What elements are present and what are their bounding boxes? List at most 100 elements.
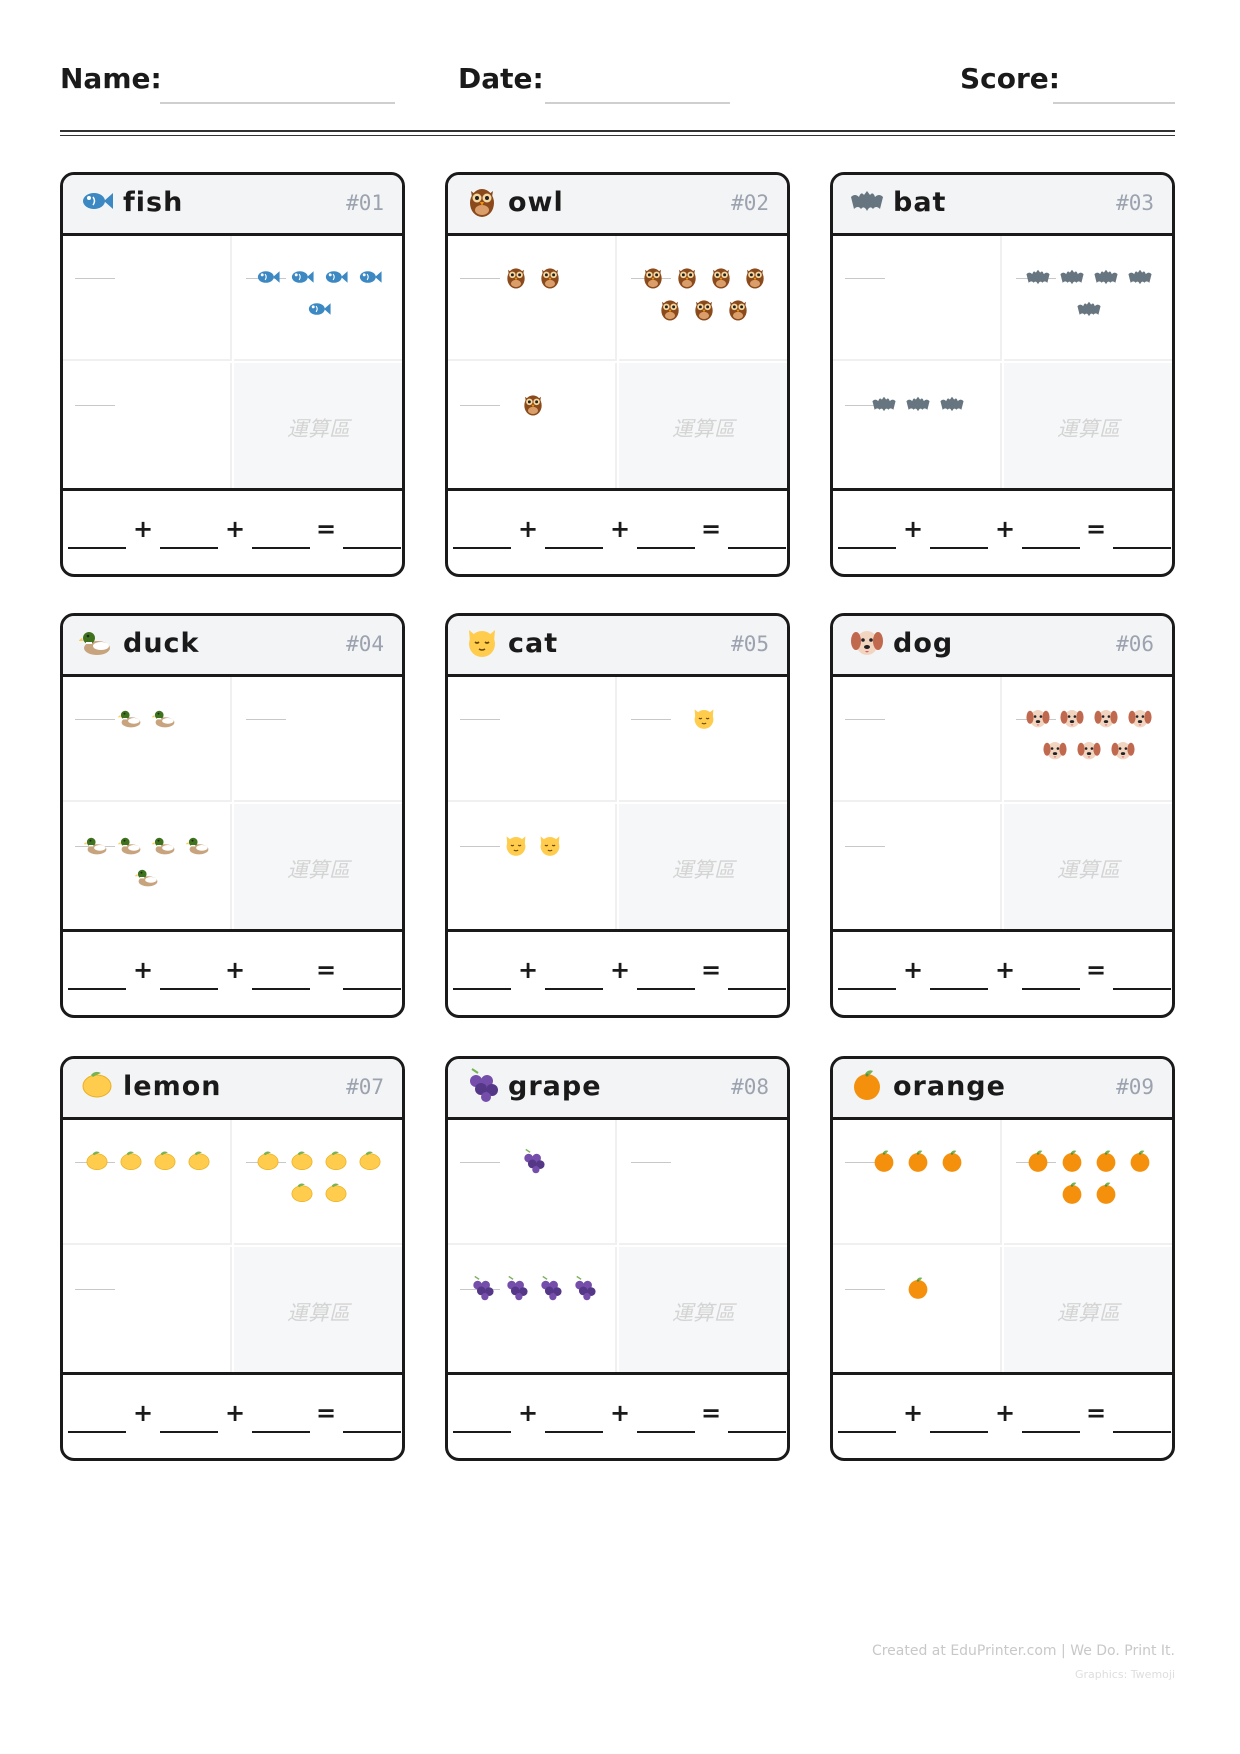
answer-blank-3[interactable] — [1022, 547, 1080, 549]
count-cell — [1004, 677, 1172, 802]
card-title: duck — [123, 628, 200, 659]
icon-group — [73, 1148, 223, 1174]
answer-blank-2[interactable] — [930, 988, 988, 990]
answer-blank-3[interactable] — [252, 988, 310, 990]
card-number: #06 — [1116, 632, 1154, 656]
answer-blank-1[interactable] — [68, 547, 126, 549]
orange-icon — [908, 1150, 928, 1172]
answer-blank-2[interactable] — [545, 547, 603, 549]
card-header: cat #05 — [448, 616, 787, 677]
grape-icon — [575, 1275, 596, 1301]
equals-sign: = — [701, 1399, 722, 1427]
calculation-area[interactable]: 運算區 — [1004, 363, 1172, 488]
duck-icon — [186, 837, 209, 855]
calculation-area[interactable]: 運算區 — [234, 1247, 402, 1372]
card-header: grape #08 — [448, 1059, 787, 1120]
header-divider — [60, 130, 1175, 132]
answer-blank-1[interactable] — [453, 547, 511, 549]
icon-group — [73, 705, 223, 731]
problem-card: lemon #07 運算區 + + = — [60, 1056, 405, 1461]
problem-card: orange #09 運算區 + + = — [830, 1056, 1175, 1461]
answer-blank-2[interactable] — [160, 547, 218, 549]
count-blank — [845, 846, 885, 847]
card-header: bat #03 — [833, 175, 1172, 236]
bat-icon — [851, 191, 883, 211]
answer-blank-total[interactable] — [1113, 988, 1171, 990]
plus-sign: + — [518, 956, 539, 984]
calculation-area[interactable]: 運算區 — [1004, 1247, 1172, 1372]
calc-label: 運算區 — [1057, 417, 1120, 441]
answer-blank-2[interactable] — [930, 547, 988, 549]
answer-blank-3[interactable] — [252, 547, 310, 549]
calculation-area[interactable]: 運算區 — [619, 363, 787, 488]
answer-blank-1[interactable] — [453, 1431, 511, 1433]
count-cell — [63, 236, 232, 361]
count-cell — [619, 1120, 787, 1245]
calculation-area[interactable]: 運算區 — [1004, 804, 1172, 929]
equation-row: + + = — [833, 1375, 1172, 1455]
owl-icon — [712, 268, 730, 289]
count-blank — [460, 278, 500, 279]
grape-icon — [541, 1275, 562, 1301]
bat-icon — [940, 396, 964, 412]
answer-blank-3[interactable] — [637, 988, 695, 990]
answer-blank-total[interactable] — [343, 547, 401, 549]
orange-icon — [854, 1070, 880, 1100]
bat-icon — [872, 396, 896, 412]
plus-sign: + — [903, 956, 924, 984]
count-cell — [833, 677, 1002, 802]
answer-blank-total[interactable] — [728, 988, 786, 990]
dog-icon — [1111, 742, 1135, 760]
card-grid-area: 運算區 — [448, 1120, 787, 1375]
calculation-area[interactable]: 運算區 — [619, 804, 787, 929]
answer-blank-3[interactable] — [637, 547, 695, 549]
plus-sign: + — [903, 1399, 924, 1427]
calculation-area[interactable]: 運算區 — [619, 1247, 787, 1372]
lemon-icon — [325, 1183, 347, 1203]
answer-blank-1[interactable] — [838, 988, 896, 990]
answer-blank-1[interactable] — [68, 988, 126, 990]
answer-blank-2[interactable] — [160, 988, 218, 990]
icon-group — [244, 1148, 394, 1206]
answer-blank-total[interactable] — [728, 547, 786, 549]
count-blank — [845, 1289, 885, 1290]
answer-blank-total[interactable] — [343, 988, 401, 990]
answer-blank-2[interactable] — [930, 1431, 988, 1433]
plus-sign: + — [225, 956, 246, 984]
count-cell — [234, 1120, 402, 1245]
lemon-icon — [325, 1151, 347, 1171]
answer-blank-3[interactable] — [1022, 988, 1080, 990]
answer-blank-total[interactable] — [343, 1431, 401, 1433]
icon-group — [458, 391, 608, 417]
answer-blank-total[interactable] — [1113, 547, 1171, 549]
answer-blank-1[interactable] — [838, 547, 896, 549]
plus-sign: + — [133, 1399, 154, 1427]
answer-blank-total[interactable] — [728, 1431, 786, 1433]
answer-blank-3[interactable] — [1022, 1431, 1080, 1433]
calculation-area[interactable]: 運算區 — [234, 363, 402, 488]
answer-blank-1[interactable] — [453, 988, 511, 990]
answer-blank-1[interactable] — [838, 1431, 896, 1433]
orange-icon — [1130, 1150, 1150, 1172]
owl-icon — [729, 300, 747, 321]
answer-blank-3[interactable] — [637, 1431, 695, 1433]
answer-blank-1[interactable] — [68, 1431, 126, 1433]
duck-icon — [79, 632, 110, 655]
count-cell — [63, 1120, 232, 1245]
answer-blank-2[interactable] — [545, 988, 603, 990]
score-field[interactable] — [1053, 102, 1175, 104]
answer-blank-2[interactable] — [160, 1431, 218, 1433]
lemon-icon — [188, 1151, 210, 1171]
answer-blank-total[interactable] — [1113, 1431, 1171, 1433]
card-title: cat — [508, 628, 559, 659]
duck-icon — [118, 710, 141, 728]
answer-blank-2[interactable] — [545, 1431, 603, 1433]
answer-blank-3[interactable] — [252, 1431, 310, 1433]
calculation-area[interactable]: 運算區 — [234, 804, 402, 929]
name-field[interactable] — [160, 102, 395, 104]
dog-icon — [851, 631, 883, 655]
date-field[interactable] — [545, 102, 730, 104]
owl-icon — [541, 268, 559, 289]
equation-row: + + = — [63, 1375, 402, 1455]
orange-icon — [1028, 1150, 1048, 1172]
